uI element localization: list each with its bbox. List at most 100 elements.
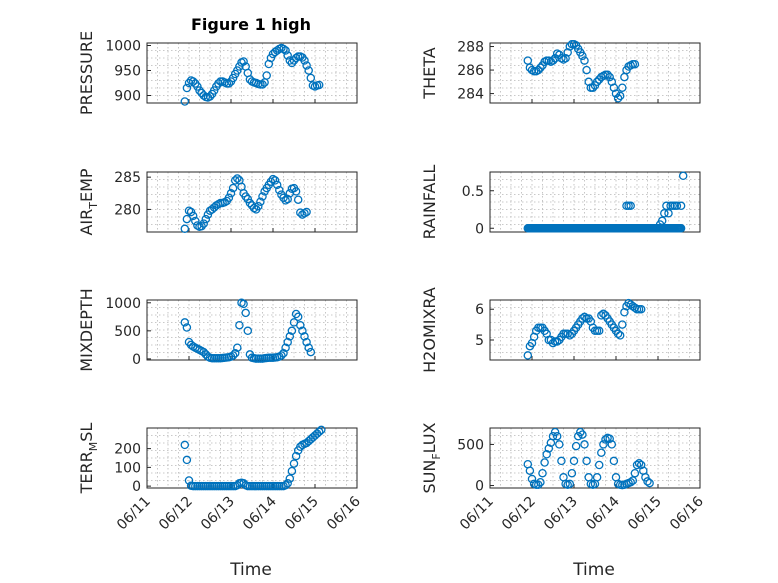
data-point: [296, 320, 305, 330]
data-point: [306, 73, 316, 83]
data-point: [188, 77, 198, 86]
data-point: [580, 312, 589, 322]
data-point: [180, 318, 190, 327]
data-point: [188, 211, 198, 221]
data-point: [182, 455, 192, 465]
data-point: [609, 456, 619, 466]
data-point: [293, 195, 303, 204]
data-point: [304, 66, 313, 75]
x-axis-label-right: Time: [572, 560, 615, 580]
data-point: [279, 193, 288, 203]
x-tick-label: 06/13: [541, 494, 581, 534]
data-point: [233, 66, 242, 75]
y-tick-label: 280: [114, 202, 141, 218]
x-tick-label: 06/16: [667, 493, 707, 533]
x-tick-label: 06/12: [499, 494, 539, 534]
y-tick-label: 0.5: [462, 184, 484, 200]
data-point: [233, 343, 242, 352]
series-markers: [180, 43, 324, 106]
data-point: [588, 83, 598, 92]
x-tick-label: 06/14: [583, 493, 623, 533]
data-point: [258, 80, 267, 89]
subplot-mixdepth: 0 500 1000 MIXDEPTH: [77, 288, 358, 372]
data-point: [618, 83, 627, 92]
data-point: [180, 97, 190, 106]
subplot-rainfall: 0 0.5 RAINFALL: [420, 165, 701, 239]
data-point: [258, 192, 267, 201]
data-point: [249, 203, 259, 213]
data-point: [241, 308, 250, 318]
series-markers: [523, 39, 640, 103]
subplot-theta: 284 286 288 THETA: [420, 39, 701, 104]
x-tick-label: 06/11: [114, 494, 154, 534]
data-point: [611, 89, 621, 98]
data-point: [603, 70, 612, 80]
data-point: [272, 180, 282, 190]
data-point: [548, 431, 558, 441]
data-point: [628, 476, 638, 485]
data-point: [580, 56, 589, 65]
x-tick-label: 06/13: [198, 494, 238, 534]
data-point: [678, 171, 688, 181]
data-point: [578, 51, 587, 61]
data-point: [565, 42, 575, 51]
data-point: [254, 201, 263, 211]
data-point: [293, 312, 303, 322]
data-point: [534, 480, 543, 489]
data-point: [567, 468, 577, 478]
data-point: [636, 460, 646, 470]
x-tick-label: 06/15: [625, 494, 665, 534]
data-point: [636, 304, 646, 314]
data-point: [277, 351, 286, 360]
y-axis-label-main: MIXDEPTH: [77, 288, 96, 371]
data-point: [235, 62, 244, 71]
data-point: [180, 224, 190, 234]
data-point: [601, 435, 610, 444]
data-point: [561, 54, 570, 63]
x-tick-label: 06/15: [282, 494, 322, 534]
data-point: [281, 196, 290, 205]
x-tick-label: 06/14: [240, 493, 280, 533]
data-point: [300, 332, 309, 341]
data-point: [615, 331, 625, 340]
data-point: [287, 58, 297, 68]
data-point: [266, 53, 276, 63]
data-point: [580, 440, 589, 449]
data-point: [576, 427, 585, 437]
data-point: [607, 440, 617, 449]
y-tick-label: 0: [132, 352, 141, 368]
data-point: [262, 71, 271, 80]
data-point: [220, 198, 229, 207]
data-point: [300, 209, 309, 218]
data-point: [314, 80, 324, 90]
data-point: [630, 59, 640, 69]
data-point: [548, 56, 558, 65]
data-point: [296, 208, 305, 217]
data-point: [241, 192, 250, 201]
data-point: [228, 73, 238, 83]
data-point: [643, 477, 652, 486]
data-point: [239, 299, 248, 309]
y-tick-label: 500: [457, 437, 484, 453]
data-point: [291, 187, 301, 196]
data-point: [182, 83, 192, 93]
data-point: [607, 77, 617, 87]
data-point: [256, 197, 265, 206]
data-point: [235, 320, 244, 330]
data-point: [180, 440, 190, 450]
data-point: [302, 61, 311, 70]
data-point: [214, 79, 223, 88]
data-point: [314, 427, 324, 437]
y-axis-label-tail: LUX: [420, 422, 439, 453]
y-axis-label: TERRMSL: [77, 423, 100, 495]
data-point: [195, 86, 204, 95]
data-point: [523, 351, 533, 360]
y-tick-label: 1000: [105, 39, 141, 55]
data-point: [199, 91, 208, 100]
data-point: [283, 51, 292, 60]
data-point: [275, 185, 284, 195]
axes-box: [489, 42, 701, 104]
x-axis-label-left: Time: [229, 560, 272, 580]
